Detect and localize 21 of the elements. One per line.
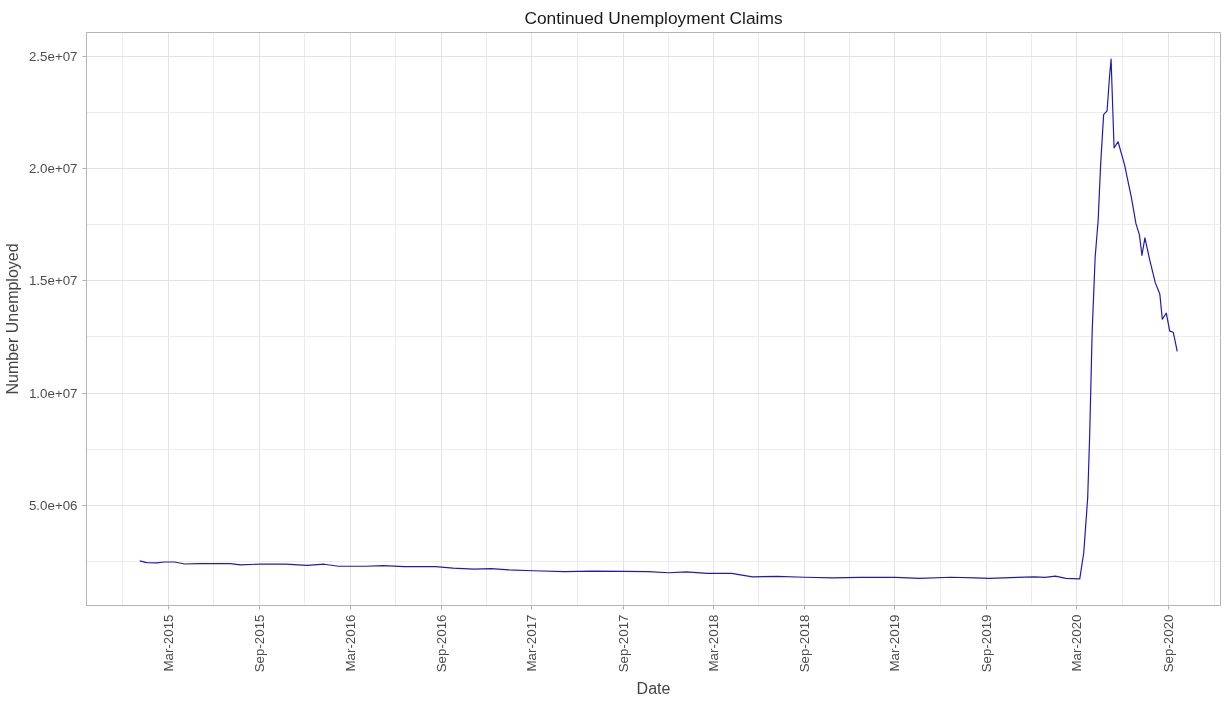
x-tick-label: Mar-2019 (887, 614, 903, 672)
y-axis-title: Number Unemployed (3, 243, 21, 395)
x-tick-label: Sep-2020 (1160, 614, 1176, 673)
x-tick-label: Mar-2018 (705, 614, 721, 672)
x-tick-label: Mar-2017 (524, 614, 540, 672)
y-tick-label: 5.0e+06 (28, 497, 78, 513)
x-tick-label: Mar-2020 (1069, 614, 1085, 672)
chart-title: Continued Unemployment Claims (524, 7, 783, 28)
line-series (139, 58, 1178, 580)
x-tick-label: Sep-2018 (797, 614, 813, 673)
x-tick-label: Mar-2016 (342, 614, 358, 672)
y-tick-label: 2.0e+07 (28, 161, 78, 177)
y-tick-label: 1.5e+07 (28, 273, 78, 289)
y-tick-label: 2.5e+07 (28, 49, 78, 65)
x-axis-title: Date (636, 680, 671, 698)
x-tick-label: Sep-2017 (615, 614, 631, 673)
x-tick-label: Sep-2019 (978, 614, 994, 673)
x-tick-label: Sep-2015 (252, 614, 268, 673)
y-tick-label: 1.0e+07 (28, 385, 78, 401)
x-tick-label: Sep-2016 (434, 614, 450, 673)
x-tick-label: Mar-2015 (160, 614, 176, 672)
